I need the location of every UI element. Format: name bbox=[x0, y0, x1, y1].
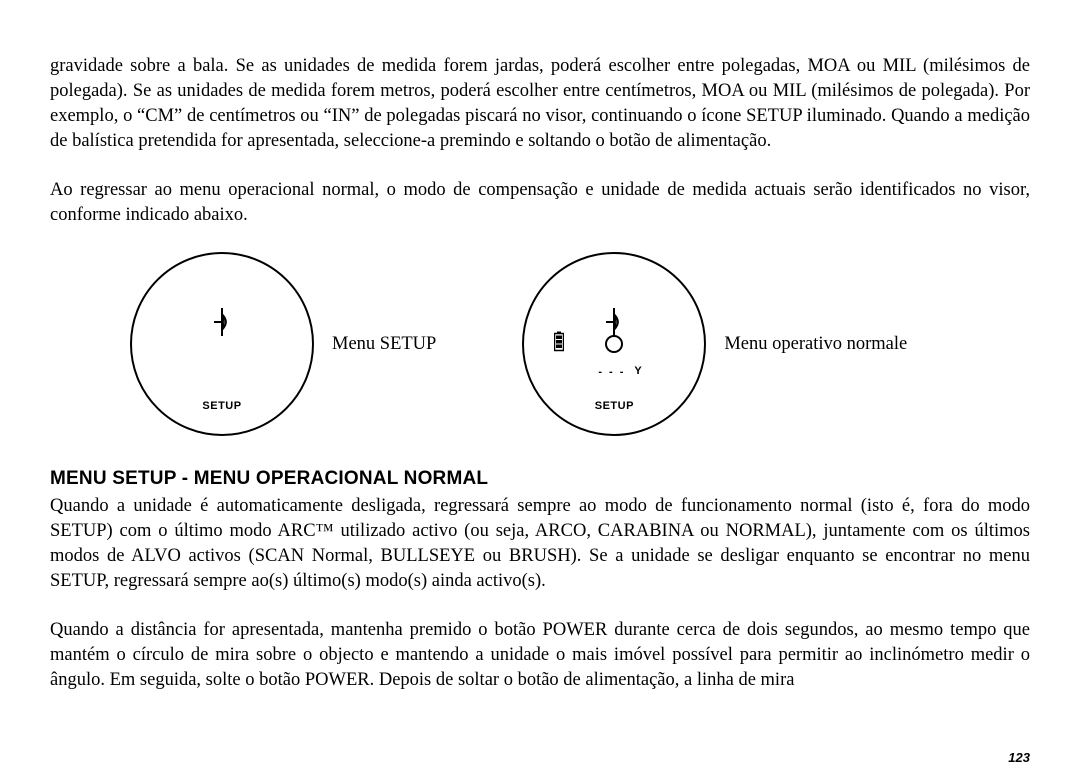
unit-label: Y bbox=[634, 365, 641, 377]
section-heading: MENU SETUP - MENU OPERACIONAL NORMAL bbox=[50, 468, 1030, 490]
scope-left: SETUP bbox=[130, 252, 314, 436]
aiming-circle-icon bbox=[605, 335, 623, 353]
setup-label-right: SETUP bbox=[595, 400, 634, 412]
diagram-right-group: - - - Y SETUP Menu operativo normale bbox=[522, 252, 907, 436]
distance-dashes: - - - bbox=[598, 366, 625, 378]
paragraph-1: gravidade sobre a bala. Se as unidades d… bbox=[50, 54, 1030, 154]
diagram-left-group: SETUP Menu SETUP bbox=[130, 252, 436, 436]
scope-right: - - - Y SETUP bbox=[522, 252, 706, 436]
paragraph-4: Quando a distância for apresentada, mant… bbox=[50, 618, 1030, 693]
caption-left: Menu SETUP bbox=[332, 335, 436, 354]
page-number: 123 bbox=[1008, 750, 1030, 765]
paragraph-3: Quando a unidade é automaticamente desli… bbox=[50, 494, 1030, 594]
paragraph-2: Ao regressar ao menu operacional normal,… bbox=[50, 178, 1030, 228]
battery-icon bbox=[554, 331, 564, 356]
reticle-icon bbox=[211, 308, 233, 336]
setup-label-left: SETUP bbox=[202, 400, 241, 412]
diagram-row: SETUP Menu SETUP bbox=[130, 252, 1030, 436]
caption-right: Menu operativo normale bbox=[724, 335, 907, 354]
page-container: gravidade sobre a bala. Se as unidades d… bbox=[0, 0, 1080, 783]
reticle-icon bbox=[603, 308, 625, 336]
